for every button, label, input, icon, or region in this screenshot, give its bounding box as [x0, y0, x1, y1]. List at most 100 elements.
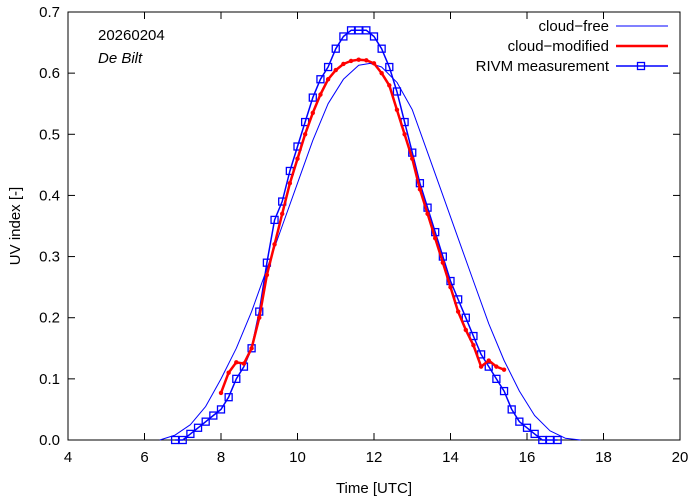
y-tick-label: 0.4: [39, 187, 60, 204]
cloud-modified-point: [463, 327, 468, 333]
cloud-modified-point: [325, 77, 331, 82]
cloud-modified-point: [410, 156, 415, 161]
legend-label-cloud-free: cloud−free: [539, 18, 609, 35]
rivm-measurement-point: [346, 26, 356, 35]
rivm-measurement-point: [484, 362, 493, 371]
cloud-modified-point: [402, 132, 407, 137]
rivm-measurement-point: [270, 215, 279, 225]
rivm-measurement-point: [178, 435, 187, 445]
y-tick-label: 0.3: [39, 249, 60, 266]
x-axis-label: Time [UTC]: [336, 480, 412, 497]
cloud-modified-point: [249, 346, 254, 351]
rivm-measurement-point: [492, 374, 501, 384]
cloud-modified-point: [287, 181, 293, 186]
rivm-measurement-point: [331, 44, 340, 53]
cloud-modified-point: [440, 260, 446, 265]
series-layer: [159, 26, 581, 445]
x-tick-label: 12: [366, 449, 383, 466]
rivm-measurement-point: [461, 313, 470, 322]
cloud-modified-point: [494, 364, 499, 369]
cloud-modified-point: [264, 272, 270, 278]
cloud-modified-point: [272, 242, 277, 247]
date-annotation: 20260204: [98, 27, 165, 44]
x-tick-label: 14: [442, 449, 459, 466]
cloud-modified-point: [318, 92, 323, 97]
y-tick-label: 0.0: [39, 432, 60, 449]
rivm-measurement-point: [193, 423, 203, 432]
series-line-cloud-free: [159, 62, 581, 441]
cloud-modified-point: [455, 309, 461, 314]
rivm-measurement-point: [232, 374, 241, 384]
cloud-modified-point: [257, 315, 262, 320]
cloud-modified-point: [501, 367, 507, 372]
rivm-measurement-point: [553, 435, 562, 445]
x-tick-label: 16: [519, 449, 536, 466]
y-tick-label: 0.7: [39, 4, 60, 21]
rivm-measurement-point: [201, 417, 210, 426]
cloud-modified-point: [226, 370, 231, 375]
cloud-modified-point: [478, 364, 484, 369]
cloud-modified-point: [486, 358, 491, 363]
rivm-measurement-point: [323, 62, 333, 72]
rivm-measurement-point: [339, 32, 348, 41]
cloud-modified-point: [371, 61, 377, 66]
x-tick-label: 8: [217, 449, 225, 466]
legend: cloud−free cloud−modified RIVM measureme…: [476, 18, 668, 75]
cloud-modified-point: [333, 67, 338, 73]
cloud-modified-point: [379, 70, 384, 76]
cloud-modified-point: [295, 156, 300, 161]
rivm-measurement-point: [186, 429, 195, 439]
rivm-measurement-point: [538, 435, 547, 445]
cloud-modified-point: [234, 360, 239, 365]
rivm-measurement-point: [209, 411, 218, 420]
cloud-modified-point: [280, 211, 285, 216]
cloud-modified-point: [310, 110, 315, 116]
series-line-cloud-modified: [219, 58, 505, 394]
x-tick-label: 20: [672, 449, 689, 466]
cloud-modified-point: [425, 211, 430, 216]
rivm-measurement-point: [507, 405, 516, 414]
y-tick-label: 0.6: [39, 65, 60, 82]
cloud-modified-point: [417, 187, 423, 192]
y-axis-label: UV index [-]: [7, 187, 24, 265]
rivm-measurement-point: [392, 87, 402, 96]
x-tick-label: 4: [64, 449, 72, 466]
plot-frame: [67, 11, 681, 441]
rivm-measurement-point: [385, 62, 394, 72]
rivm-measurement-point: [530, 429, 539, 439]
legend-marker-rivm-measurement: [636, 61, 646, 71]
x-tick-label: 10: [289, 449, 306, 466]
rivm-measurement-point: [499, 386, 509, 396]
x-tick-label: 18: [595, 449, 612, 466]
y-tick-label: 0.1: [39, 371, 60, 388]
axis-ticks: 4 6 8 10 12 14 16 18 20 0.0 0.1 0.2 0.3 0.4 0.5 0.6 0.7: [39, 4, 688, 466]
cloud-modified-point: [394, 107, 400, 113]
rivm-measurement-point: [216, 405, 226, 414]
rivm-measurement-point: [377, 44, 386, 53]
cloud-modified-point: [448, 284, 453, 290]
rivm-measurement-point: [224, 393, 233, 402]
cloud-modified-point: [241, 361, 247, 366]
legend-label-cloud-modified: cloud−modified: [508, 38, 609, 55]
rivm-measurement-point: [369, 32, 379, 41]
y-tick-label: 0.2: [39, 310, 60, 327]
cloud-modified-point: [387, 83, 392, 88]
cloud-modified-point: [341, 61, 346, 67]
rivm-measurement-point: [522, 423, 532, 432]
rivm-measurement-point: [316, 75, 325, 84]
x-tick-label: 6: [140, 449, 148, 466]
cloud-modified-point: [348, 58, 354, 64]
cloud-modified-point: [302, 132, 308, 137]
cloud-modified-point: [433, 236, 438, 241]
rivm-measurement-point: [362, 26, 371, 35]
location-annotation: De Bilt: [98, 50, 143, 67]
cloud-modified-point: [471, 343, 476, 348]
rivm-measurement-point: [515, 417, 524, 426]
cloud-modified-point: [364, 58, 369, 63]
legend-label-rivm-measurement: RIVM measurement: [476, 58, 610, 75]
rivm-measurement-point: [308, 93, 317, 102]
y-tick-label: 0.5: [39, 126, 60, 143]
cloud-modified-point: [356, 57, 361, 62]
cloud-modified-point: [218, 390, 224, 396]
